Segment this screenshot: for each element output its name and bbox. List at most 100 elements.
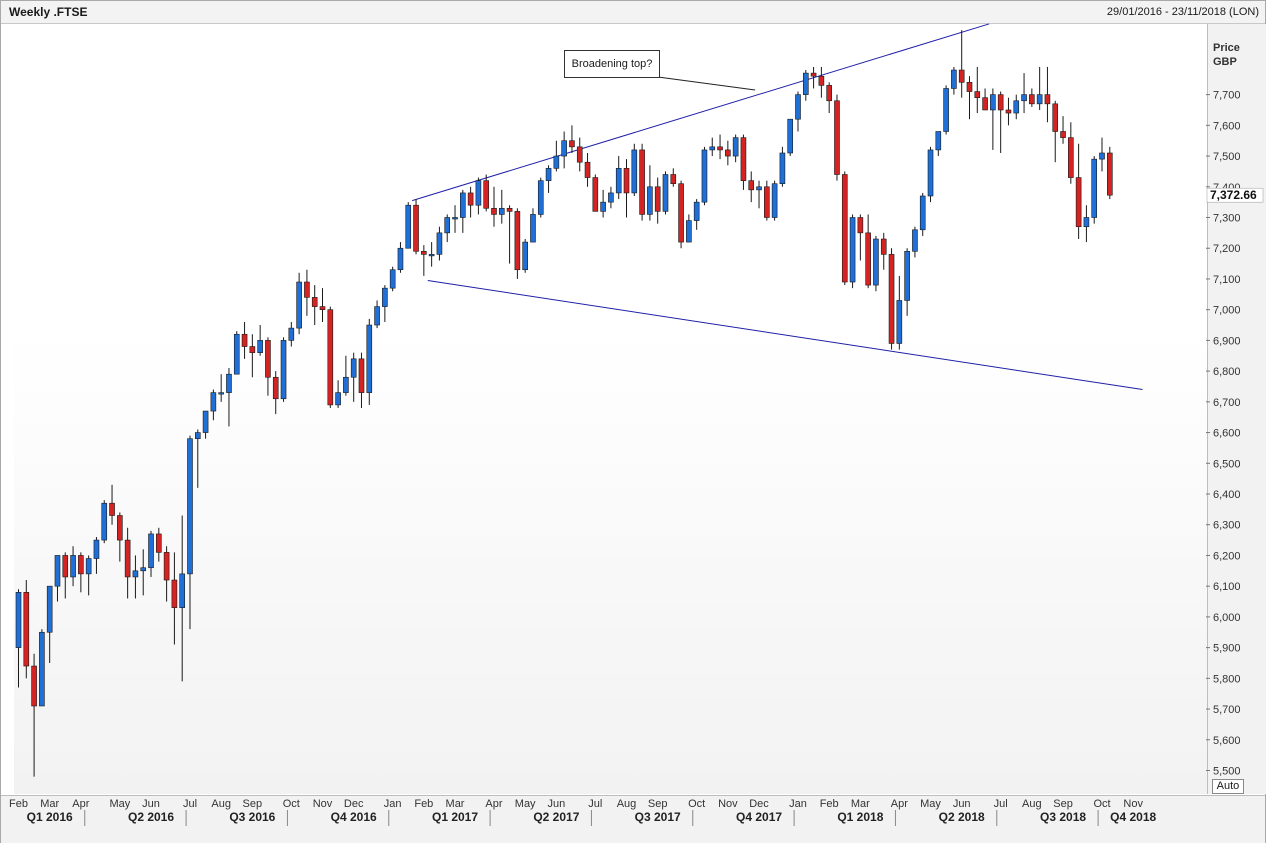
candle-body bbox=[249, 346, 256, 353]
x-tick-label-month: Apr bbox=[891, 798, 908, 810]
candle-body bbox=[132, 570, 139, 578]
x-tick-label-month: May bbox=[515, 798, 536, 810]
candle-body bbox=[1107, 152, 1113, 196]
x-tick-label-month: Nov bbox=[1123, 798, 1143, 810]
candle-body bbox=[756, 186, 762, 191]
annotation-box[interactable]: Broadening top? bbox=[564, 50, 660, 78]
candle-body bbox=[148, 533, 154, 569]
x-tick-label-month: Jun bbox=[547, 798, 565, 810]
x-tick-label-month: Sep bbox=[1053, 798, 1073, 810]
candle-body bbox=[896, 300, 903, 344]
candle-body bbox=[436, 232, 443, 255]
title-bar: Weekly .FTSE 29/01/2016 - 23/11/2018 (LO… bbox=[1, 1, 1265, 24]
candle-body bbox=[514, 211, 521, 271]
candle-body bbox=[39, 631, 45, 707]
candle-body bbox=[311, 297, 318, 307]
x-tick-label-quarter: Q4 2018 bbox=[1110, 810, 1156, 824]
candle-body bbox=[935, 131, 942, 151]
y-tick-label: 6,000 bbox=[1213, 612, 1241, 624]
candle-body bbox=[1021, 94, 1027, 102]
y-tick-label: 5,800 bbox=[1213, 673, 1241, 685]
candle-body bbox=[358, 358, 365, 393]
y-tick-label: 5,600 bbox=[1213, 735, 1241, 747]
x-tick-label-month: Aug bbox=[211, 798, 231, 810]
candle-body bbox=[849, 217, 856, 283]
y-tick-label: 6,100 bbox=[1213, 581, 1241, 593]
candle-body bbox=[576, 146, 583, 163]
candle-body bbox=[592, 177, 599, 212]
candle-body bbox=[888, 254, 895, 344]
candle-body bbox=[202, 410, 209, 433]
candle-body bbox=[85, 558, 92, 575]
time-axis-panel[interactable] bbox=[1, 795, 1265, 843]
candle-body bbox=[483, 180, 490, 209]
candle-body bbox=[943, 88, 949, 132]
candle-body bbox=[467, 192, 474, 206]
y-tick-label: 7,300 bbox=[1213, 213, 1241, 225]
candle-body bbox=[1036, 94, 1043, 105]
candle-body bbox=[623, 168, 630, 194]
candle-body bbox=[382, 287, 388, 307]
x-tick-label-quarter: Q3 2018 bbox=[1040, 810, 1086, 824]
x-tick-label-month: Oct bbox=[688, 798, 705, 810]
candle-body bbox=[919, 195, 926, 231]
y-tick-label: 6,500 bbox=[1213, 458, 1241, 470]
candle-body bbox=[662, 174, 669, 212]
candle-body bbox=[740, 137, 747, 181]
x-tick-label-month: Jun bbox=[953, 798, 971, 810]
x-tick-label-month: Feb bbox=[9, 798, 28, 810]
candle-body bbox=[62, 555, 69, 578]
candle-body bbox=[857, 217, 864, 234]
candle-body bbox=[296, 281, 302, 329]
candle-body bbox=[966, 82, 973, 92]
y-tick-label: 7,700 bbox=[1213, 90, 1241, 102]
candle-body bbox=[748, 180, 755, 191]
candle-body bbox=[779, 152, 786, 185]
candle-body bbox=[1075, 177, 1082, 228]
y-tick-label: 5,900 bbox=[1213, 643, 1241, 655]
candle-body bbox=[428, 254, 435, 257]
y-tick-label: 6,800 bbox=[1213, 366, 1241, 378]
candle-body bbox=[421, 250, 427, 255]
candle-body bbox=[725, 149, 731, 157]
candle-body bbox=[327, 309, 334, 406]
x-tick-label-month: Sep bbox=[243, 798, 263, 810]
y-tick-label: 7,000 bbox=[1213, 305, 1241, 317]
candle-body bbox=[101, 502, 108, 541]
candle-body bbox=[413, 204, 419, 252]
y-tick-label: 7,200 bbox=[1213, 243, 1241, 255]
y-tick-label: 7,500 bbox=[1213, 151, 1241, 163]
candle-body bbox=[397, 247, 404, 271]
candle-body bbox=[288, 327, 295, 341]
x-tick-label-month: Oct bbox=[283, 798, 300, 810]
candle-body bbox=[522, 241, 528, 271]
candle-body bbox=[615, 168, 622, 194]
candle-body bbox=[179, 573, 185, 608]
candle-body bbox=[553, 155, 560, 169]
auto-scale-button[interactable]: Auto bbox=[1212, 779, 1244, 794]
candle-body bbox=[343, 376, 349, 393]
x-tick-label-month: Sep bbox=[648, 798, 668, 810]
candle-body bbox=[569, 140, 575, 148]
y-axis-label-currency: GBP bbox=[1213, 56, 1237, 68]
candle-body bbox=[600, 201, 606, 212]
candle-body bbox=[444, 217, 451, 234]
y-tick-label: 5,700 bbox=[1213, 704, 1241, 716]
candle-body bbox=[335, 392, 341, 406]
candle-body bbox=[70, 555, 76, 578]
candle-body bbox=[810, 72, 817, 77]
candle-body bbox=[460, 192, 466, 218]
candle-body bbox=[647, 186, 653, 215]
candle-body bbox=[787, 118, 794, 154]
candle-body bbox=[280, 340, 287, 400]
x-tick-label-quarter: Q3 2016 bbox=[229, 810, 275, 824]
candle-body bbox=[210, 392, 217, 412]
candle-body bbox=[491, 207, 497, 215]
x-tick-label-month: Dec bbox=[749, 798, 769, 810]
y-tick-label: 6,900 bbox=[1213, 335, 1241, 347]
x-tick-label-month: Feb bbox=[820, 798, 839, 810]
price-axis-panel[interactable] bbox=[1207, 24, 1266, 794]
candle-body bbox=[834, 100, 840, 175]
y-tick-label: 5,500 bbox=[1213, 766, 1241, 778]
